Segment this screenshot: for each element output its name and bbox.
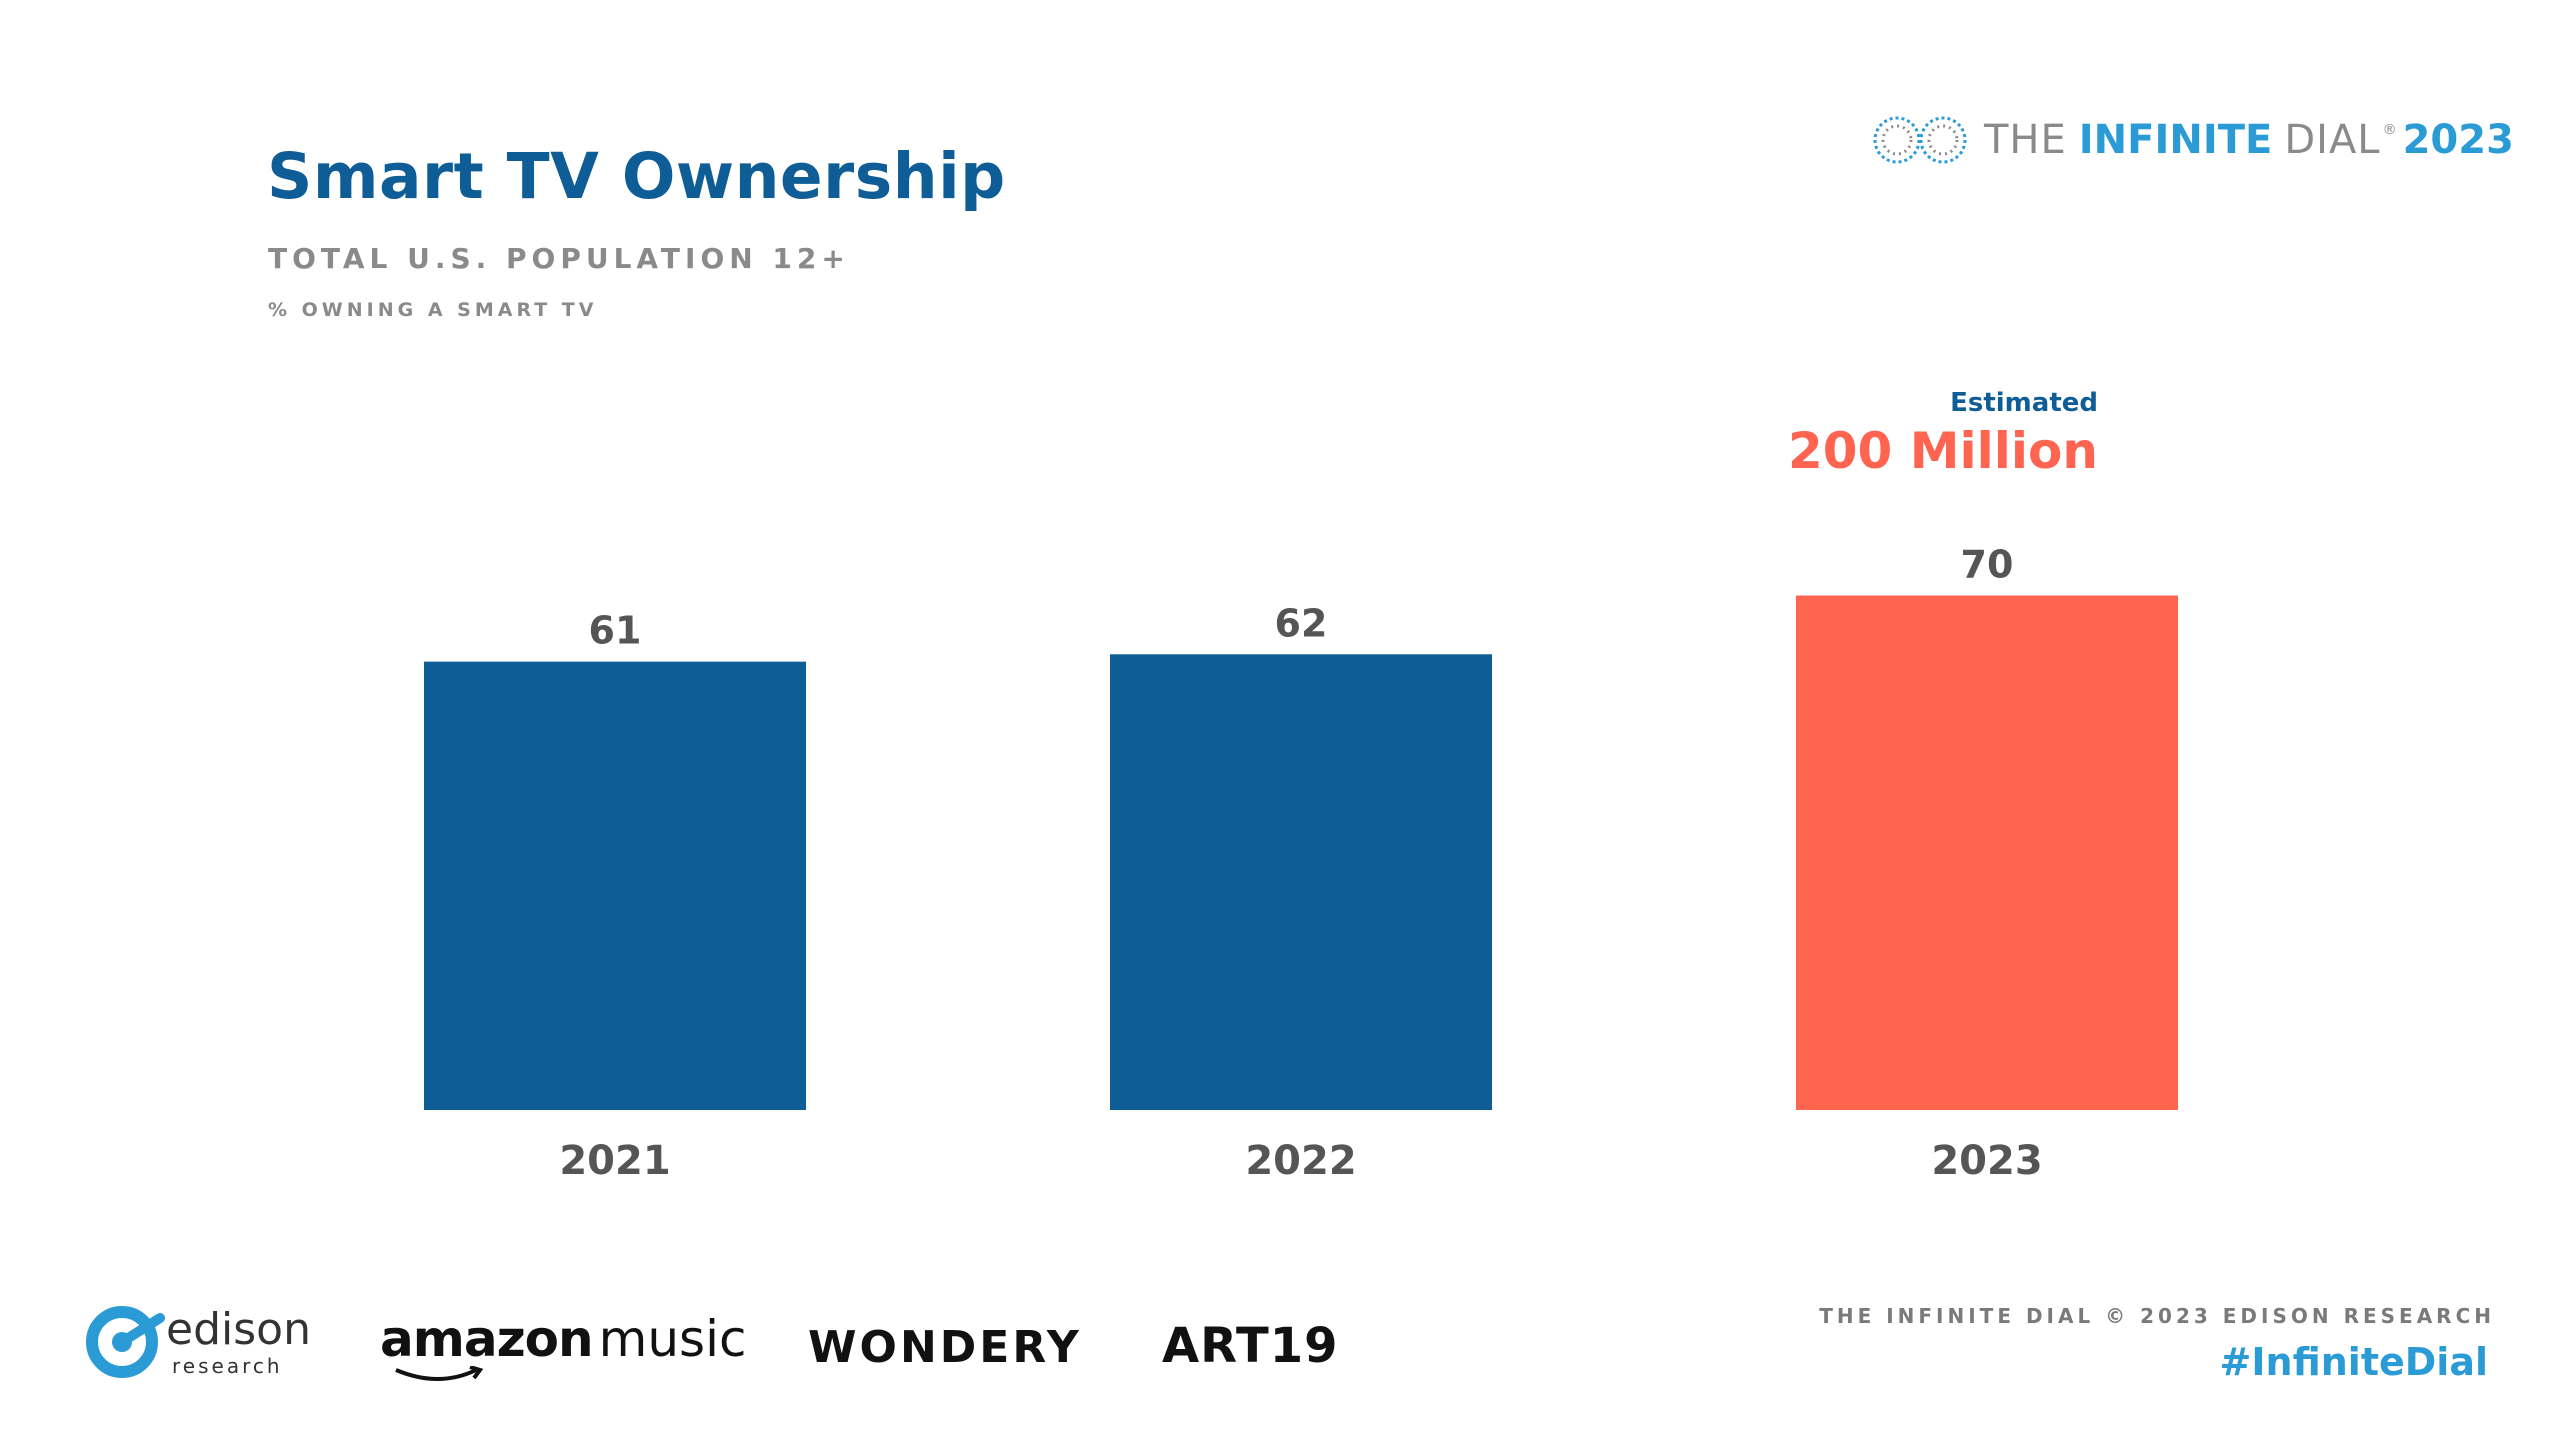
metric-label: % OWNING A SMART TV [268, 299, 598, 321]
bar-2021 [424, 661, 806, 1110]
x-tick-2021: 2021 [559, 1138, 670, 1184]
value-label-2021: 61 [589, 609, 642, 653]
brand-year: 2023 [2402, 117, 2514, 163]
bar-2022 [1110, 654, 1492, 1110]
chart-title: Smart TV Ownership [267, 140, 1006, 213]
edison-swirl-icon [86, 1306, 165, 1378]
brand-infinite: INFINITE [2078, 117, 2273, 163]
music-wordmark: music [598, 1310, 747, 1368]
infinity-logo-icon [1873, 116, 1967, 164]
bar-2023 [1796, 595, 2178, 1110]
value-label-2023: 70 [1961, 543, 2014, 587]
amazon-music-logo: amazon music [380, 1310, 746, 1381]
brand-dial: DIAL [2284, 117, 2381, 163]
value-label-2022: 62 [1275, 601, 1328, 645]
footer-source: THE INFINITE DIAL © 2023 EDISON RESEARCH [1819, 1304, 2495, 1328]
wondery-logo: WONDERY [808, 1322, 1082, 1373]
brand-the: THE [1984, 117, 2067, 163]
callout-population: 200 Million [1787, 422, 2098, 480]
amazon-wordmark: amazon [380, 1310, 594, 1368]
x-tick-2022: 2022 [1245, 1138, 1356, 1184]
art19-logo: ART19 [1162, 1318, 1339, 1374]
edison-wordmark: edison [166, 1304, 311, 1355]
amazon-smile-icon [395, 1366, 484, 1381]
x-tick-2023: 2023 [1931, 1138, 2042, 1184]
infinite-dial-brand: THE INFINITE DIAL ® 2023 [1870, 100, 2514, 180]
callout-estimated: Estimated [1950, 388, 2098, 418]
footer-hashtag[interactable]: #InfiniteDial [2219, 1340, 2488, 1384]
brand-registered: ® [2382, 122, 2397, 138]
edison-subword: research [172, 1354, 283, 1378]
edison-research-logo: edison research [82, 1298, 311, 1378]
chart-subtitle: TOTAL U.S. POPULATION 12+ [268, 242, 850, 275]
